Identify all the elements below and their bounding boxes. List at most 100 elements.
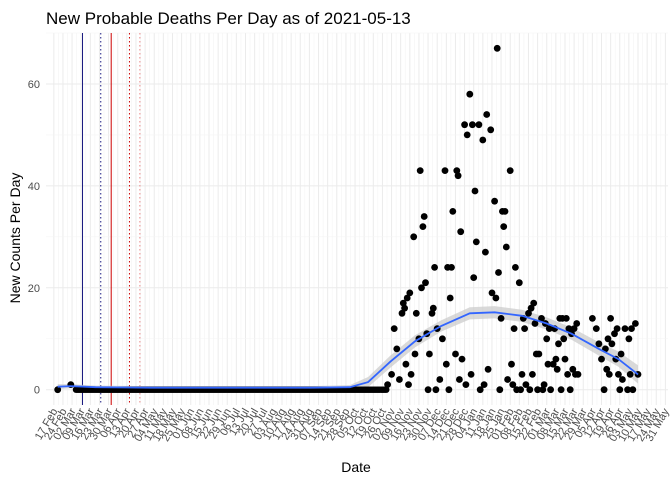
data-point <box>467 371 475 378</box>
data-point <box>555 340 562 348</box>
data-point <box>592 325 600 332</box>
data-point <box>453 167 461 175</box>
chart-title: New Probable Deaths Per Day as of 2021-0… <box>46 9 411 28</box>
data-point <box>407 371 415 378</box>
data-point <box>501 208 509 215</box>
data-point <box>390 325 398 332</box>
data-point <box>476 386 484 394</box>
data-point <box>419 223 427 231</box>
data-point <box>570 325 578 332</box>
data-point <box>436 376 444 383</box>
data-point <box>411 350 419 358</box>
data-point <box>565 325 573 332</box>
smooth-curve <box>57 311 639 389</box>
data-point <box>540 381 548 388</box>
data-point <box>454 172 462 180</box>
y-tick-label: 20 <box>28 283 40 295</box>
data-point <box>547 386 554 394</box>
data-point <box>607 315 614 322</box>
data-point <box>611 330 618 338</box>
data-point <box>422 279 429 287</box>
data-point <box>522 381 530 388</box>
data-point <box>416 167 424 175</box>
data-point <box>410 233 418 241</box>
data-point <box>512 264 519 271</box>
data-point <box>470 274 478 281</box>
data-point <box>497 315 505 322</box>
data-point <box>598 355 605 363</box>
data-point <box>526 386 534 394</box>
data-point <box>491 197 498 205</box>
data-point <box>625 335 633 343</box>
data-point <box>428 309 436 317</box>
smooth-line <box>57 311 639 389</box>
data-point <box>566 386 574 394</box>
data-point <box>553 365 561 373</box>
data-point <box>616 386 624 394</box>
data-point <box>603 365 611 373</box>
data-point <box>412 309 420 317</box>
data-point <box>552 355 560 363</box>
y-axis-title: New Counts Per Day <box>7 173 23 304</box>
data-point <box>457 228 465 236</box>
data-point <box>626 371 634 378</box>
y-tick-label: 40 <box>28 181 40 193</box>
data-point <box>449 208 457 215</box>
data-point <box>487 126 495 134</box>
data-point <box>469 121 476 129</box>
x-axis-title: Date <box>341 459 371 475</box>
data-point <box>393 345 401 353</box>
data-point <box>632 320 639 327</box>
data-point <box>483 111 491 118</box>
data-point <box>398 309 406 317</box>
data-point <box>621 325 629 332</box>
data-point <box>535 350 543 358</box>
data-point <box>629 386 637 394</box>
data-point <box>456 376 463 383</box>
data-point <box>529 371 536 378</box>
data-point <box>506 167 514 175</box>
data-point <box>441 167 449 175</box>
data-point <box>619 376 626 383</box>
data-point <box>461 121 468 129</box>
data-point <box>525 309 532 317</box>
data-point <box>432 386 440 394</box>
data-point <box>448 264 455 271</box>
data-point <box>557 386 565 394</box>
data-point <box>479 136 487 144</box>
data-point <box>406 289 414 297</box>
data-point <box>510 325 518 332</box>
data-point <box>595 340 603 348</box>
data-point <box>426 350 433 358</box>
data-point <box>562 315 570 322</box>
data-point <box>605 371 613 378</box>
data-point <box>396 376 403 383</box>
data-point <box>500 223 508 231</box>
data-point <box>429 304 437 312</box>
data-point <box>539 386 547 394</box>
data-point <box>518 371 526 378</box>
data-point <box>452 350 459 358</box>
data-point <box>401 304 408 312</box>
data-point <box>589 315 596 322</box>
data-point <box>475 121 483 129</box>
data-point <box>492 294 500 302</box>
data-point <box>399 299 407 307</box>
data-point <box>504 376 511 383</box>
data-point <box>388 371 395 378</box>
data-point <box>480 381 488 388</box>
data-point <box>472 238 480 246</box>
data-point <box>502 243 510 251</box>
data-point <box>493 44 501 52</box>
data-point <box>604 335 612 343</box>
y-tick-label: 60 <box>28 79 40 91</box>
data-point <box>617 350 625 358</box>
data-point <box>420 213 428 220</box>
data-point <box>624 386 631 394</box>
data-point <box>560 335 568 343</box>
data-point <box>613 325 621 332</box>
reference-lines <box>82 33 141 405</box>
data-point <box>530 299 538 307</box>
data-point <box>508 360 515 368</box>
